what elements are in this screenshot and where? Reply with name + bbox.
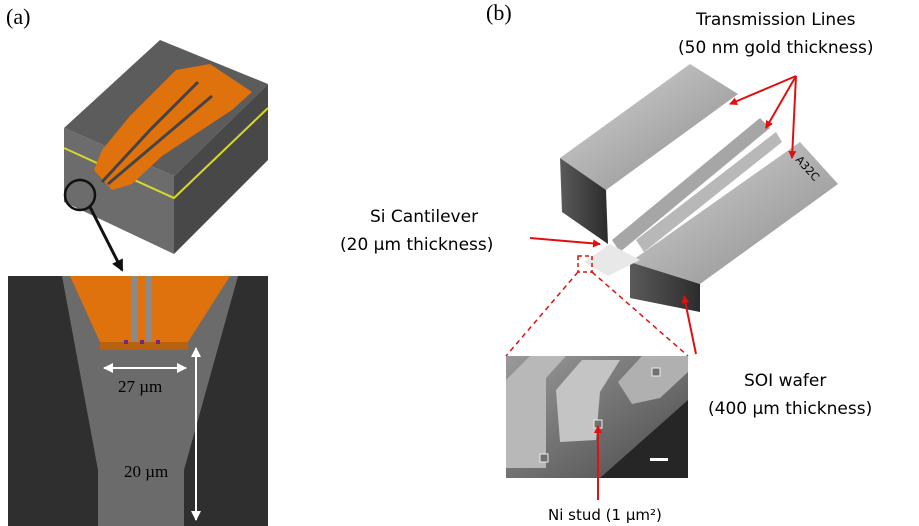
wafer-title: SOI wafer	[744, 371, 826, 391]
die-right-face	[174, 84, 268, 254]
zoom-arrow	[88, 206, 124, 272]
right-arm-top	[630, 142, 838, 284]
cpw-gap-2	[107, 94, 213, 186]
cantilever-zoom-view	[8, 276, 268, 526]
die-3d-model	[63, 40, 269, 272]
inset-stud-3	[651, 367, 661, 377]
gold-transmission-lines	[94, 64, 252, 190]
zoom-region-box	[577, 255, 593, 273]
wafer-subtitle: (400 µm thickness)	[708, 399, 872, 419]
wafer-arrow	[681, 295, 697, 355]
cantilever-title: Si Cantilever	[370, 207, 478, 227]
left-arm-top	[560, 64, 738, 190]
tl-arrow-1	[729, 75, 797, 105]
cantilever-tip	[584, 244, 640, 276]
scale-bar	[650, 458, 668, 461]
signal-line-2	[145, 276, 152, 342]
tl-arrow-3	[788, 75, 797, 159]
width-dimension-label: 27 µm	[118, 377, 162, 396]
height-dimension-label: 20 µm	[124, 462, 168, 481]
panel-a-label: (a)	[6, 4, 30, 29]
transmission-lines-title: Transmission Lines	[695, 10, 856, 30]
inset-line-1	[506, 356, 566, 468]
cantilever-arrow	[529, 237, 601, 248]
cantilever-tip-edge	[100, 342, 188, 350]
ni-stud-2	[140, 340, 144, 344]
transmission-lines-subtitle: (50 nm gold thickness)	[678, 38, 873, 58]
inset-line-2	[556, 360, 620, 442]
zoom-line-left	[505, 271, 579, 357]
center-signal-line	[612, 118, 770, 252]
tl-arrow-2	[765, 75, 797, 129]
stud-label: Ni stud (1 µm²)	[548, 506, 662, 524]
inset-line-3	[618, 356, 688, 404]
ni-stud-1	[124, 340, 128, 344]
ni-stud-3	[156, 340, 160, 344]
zoom-line-right	[591, 271, 689, 357]
second-signal-line	[636, 132, 782, 252]
left-arm-side	[560, 158, 608, 244]
panel-b-label: (b)	[486, 0, 512, 25]
cantilever-subtitle: (20 µm thickness)	[340, 235, 493, 255]
signal-line-1	[131, 276, 138, 342]
inset-stud-2	[539, 453, 549, 463]
sem-probe-image	[560, 64, 838, 312]
tip-highlight-circle	[63, 178, 97, 212]
cpw-gap-1	[100, 80, 200, 184]
